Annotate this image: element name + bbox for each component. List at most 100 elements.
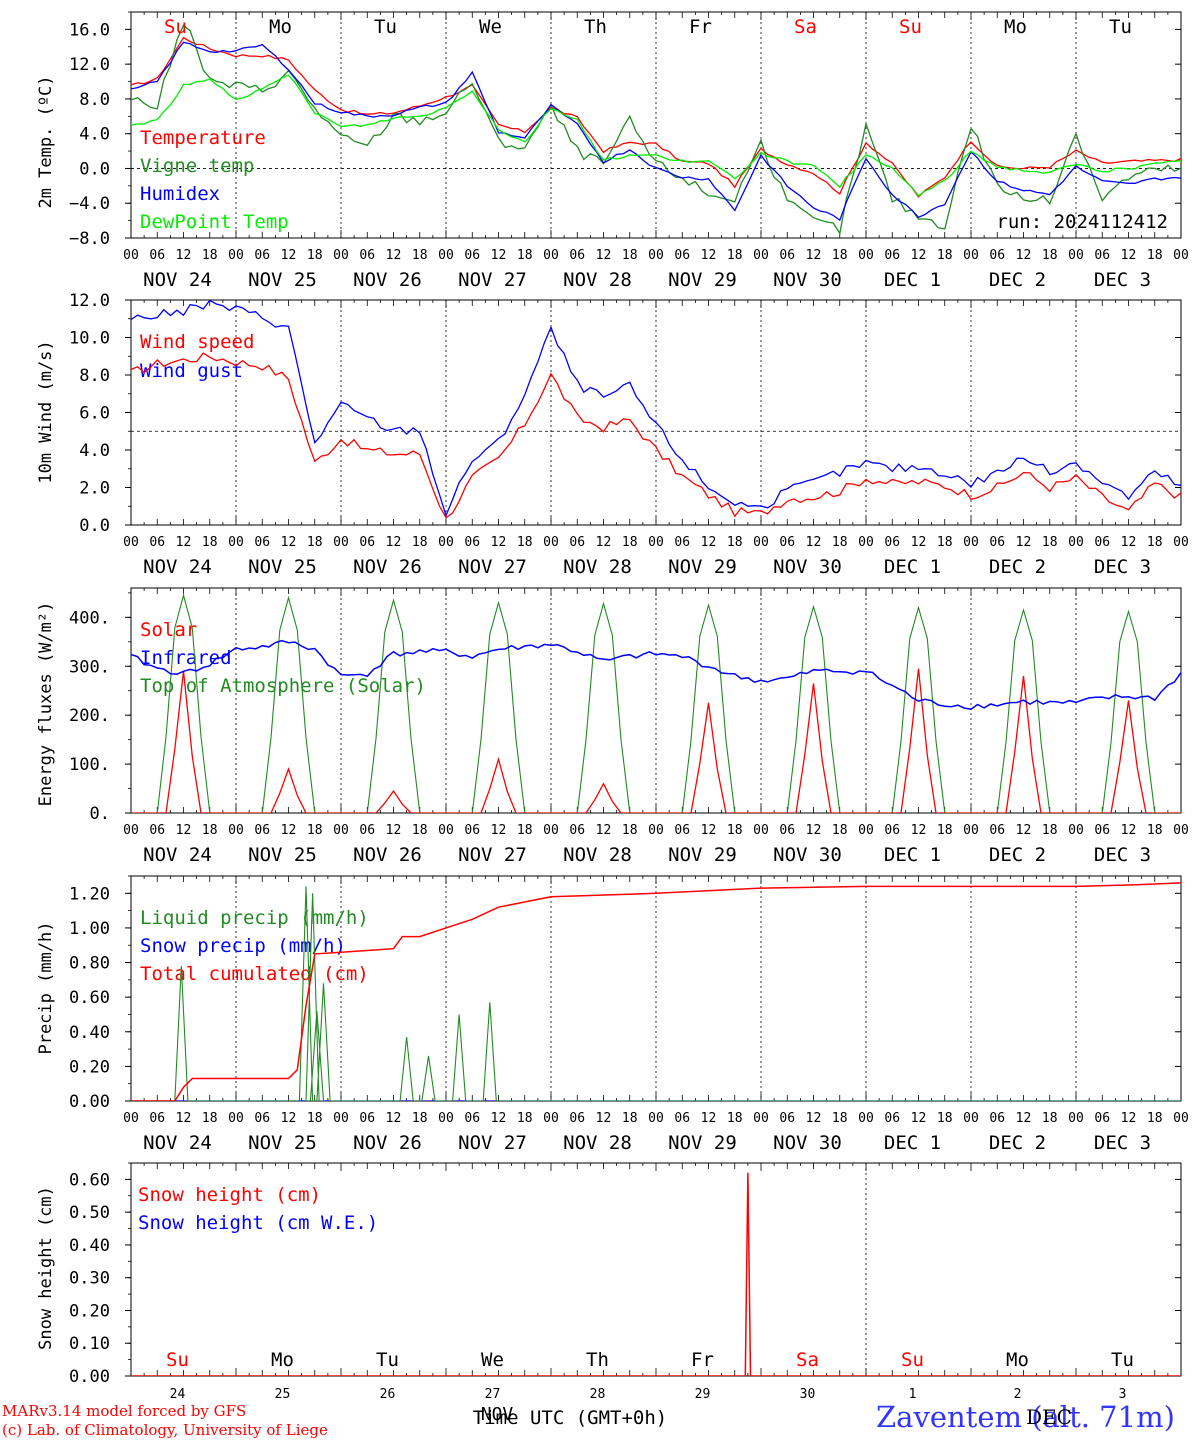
hour-tick-label: 06 [779, 535, 795, 550]
weekday-label: Tu [374, 16, 397, 38]
hour-tick-label: 18 [727, 535, 743, 550]
panel-2: 12.0 10.0 8.0 6.0 4.0 2.0 0.0 10m Wind (m/s) Win… [36, 291, 1189, 578]
date-label: DEC 3 [1094, 556, 1151, 578]
y-tick-label: 10.0 [69, 329, 110, 349]
y-tick-label: 0.20 [69, 1301, 110, 1321]
hour-tick-label: 18 [622, 248, 638, 263]
date-label: DEC 1 [884, 556, 941, 578]
hour-tick-label: 12 [1016, 248, 1032, 263]
hour-tick-label: 00 [648, 535, 664, 550]
y-axis-label: 2m Temp. (ºC) [36, 75, 56, 208]
legend-label: Snow height (cm W.E.) [138, 1212, 378, 1234]
date-label: NOV 29 [668, 844, 737, 866]
hour-tick-label: 06 [674, 248, 690, 263]
weekday-label: Tu [376, 1349, 399, 1371]
weekday-label: Tu [1109, 16, 1132, 38]
hour-tick-label: 00 [858, 535, 874, 550]
hour-tick-label: 06 [779, 823, 795, 838]
hour-tick-label: 00 [858, 248, 874, 263]
date-label: DEC 3 [1094, 1132, 1151, 1154]
hour-tick-label: 00 [858, 823, 874, 838]
hour-tick-label: 00 [648, 1111, 664, 1126]
hour-tick-label: 12 [491, 535, 507, 550]
hour-tick-label: 18 [1042, 823, 1058, 838]
hour-tick-label: 18 [517, 823, 533, 838]
weekday-label: Mo [1006, 1349, 1029, 1371]
hour-tick-label: 00 [543, 1111, 559, 1126]
day-number-label: 3 [1119, 1387, 1127, 1402]
date-label: DEC 2 [989, 1132, 1046, 1154]
weekday-label: Sa [796, 1349, 819, 1371]
date-label: NOV 25 [248, 556, 317, 578]
weekday-label: We [481, 1349, 504, 1371]
hour-tick-label: 12 [1016, 535, 1032, 550]
date-label: NOV 27 [458, 844, 527, 866]
date-label: DEC 3 [1094, 844, 1151, 866]
hour-tick-label: 00 [333, 248, 349, 263]
credit-line-2: (c) Lab. of Climatology, University of L… [2, 1421, 328, 1439]
weekday-label: Su [164, 16, 187, 38]
hour-tick-label: 00 [123, 535, 139, 550]
hour-tick-label: 18 [832, 823, 848, 838]
y-tick-label: 0.0 [79, 159, 110, 179]
hour-tick-label: 18 [832, 535, 848, 550]
hour-tick-label: 12 [911, 535, 927, 550]
hour-tick-label: 18 [307, 1111, 323, 1126]
hour-tick-label: 00 [963, 535, 979, 550]
y-tick-label: 4.0 [79, 441, 110, 461]
hour-tick-label: 12 [176, 1111, 192, 1126]
y-tick-label: 0.80 [69, 954, 110, 974]
y-tick-label: 300. [69, 657, 110, 677]
date-label: NOV 26 [353, 556, 422, 578]
hour-tick-label: 12 [701, 535, 717, 550]
hour-tick-label: 12 [281, 1111, 297, 1126]
weekday-label: Fr [691, 1349, 714, 1371]
location-overlap: DEC [1026, 1405, 1072, 1429]
y-axis-label: Energy fluxes (W/m²) [36, 602, 56, 807]
legend-label: Wind speed [140, 331, 254, 353]
hour-tick-label: 06 [1094, 535, 1110, 550]
series-line [131, 24, 1181, 236]
date-label: DEC 1 [884, 1132, 941, 1154]
hour-tick-label: 00 [1068, 823, 1084, 838]
hour-tick-label: 00 [1173, 1111, 1189, 1126]
y-tick-label: 8.0 [79, 366, 110, 386]
hour-tick-label: 18 [1147, 1111, 1163, 1126]
y-tick-label: 2.0 [79, 479, 110, 499]
day-number-label: 30 [800, 1387, 816, 1402]
date-label: NOV 27 [458, 1132, 527, 1154]
hour-tick-label: 06 [884, 248, 900, 263]
y-tick-label: 0.40 [69, 1236, 110, 1256]
hour-tick-label: 00 [753, 535, 769, 550]
hour-tick-label: 12 [1121, 535, 1137, 550]
hour-tick-label: 00 [543, 823, 559, 838]
hour-tick-label: 18 [307, 823, 323, 838]
date-label: DEC 1 [884, 844, 941, 866]
series-group [131, 1172, 1181, 1376]
date-label: NOV 30 [773, 556, 842, 578]
hour-tick-label: 18 [307, 535, 323, 550]
y-tick-label: 0. [90, 804, 110, 824]
weekday-label: Th [584, 16, 607, 38]
date-label: NOV 24 [143, 844, 212, 866]
liquid-precip-line [131, 886, 1181, 1101]
hour-tick-label: 12 [806, 823, 822, 838]
hour-tick-label: 18 [937, 248, 953, 263]
y-axis-label: 10m Wind (m/s) [36, 340, 56, 483]
weekday-label: Su [901, 1349, 924, 1371]
date-label: NOV 27 [458, 269, 527, 291]
hour-tick-label: 18 [517, 535, 533, 550]
hour-tick-label: 00 [648, 823, 664, 838]
day-number-label: 27 [485, 1387, 501, 1402]
hour-tick-label: 00 [1173, 248, 1189, 263]
hour-tick-label: 06 [359, 823, 375, 838]
hour-tick-label: 18 [622, 823, 638, 838]
panel-4: 1.20 1.00 0.80 0.60 0.40 0.20 0.00 Precip (mm/h… [36, 875, 1189, 1154]
hour-tick-label: 12 [1121, 248, 1137, 263]
series-group [131, 882, 1181, 1101]
hour-tick-label: 06 [1094, 248, 1110, 263]
total-cumulated-line [131, 882, 1181, 1101]
hour-tick-label: 06 [149, 823, 165, 838]
date-label: NOV 28 [563, 844, 632, 866]
hour-tick-label: 00 [123, 823, 139, 838]
